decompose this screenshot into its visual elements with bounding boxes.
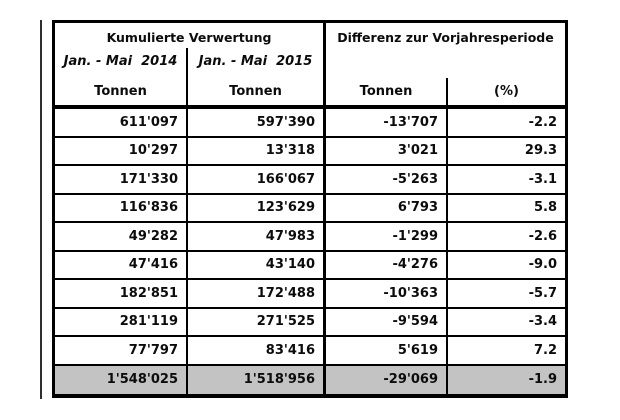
column-header-tonnen-2014: Tonnen [94,83,147,99]
cell-2015-tonnen: 13'318 [188,137,326,164]
cell-2015-tonnen: 43'140 [188,251,326,278]
total-2014-tonnen: 1'548'025 [55,365,188,394]
cell-diff-percent: 29.3 [524,143,557,159]
column-header-tonnen-2015: Tonnen [229,83,282,99]
cell-diff-percent: -3.4 [528,314,557,330]
table-row: 182'851 172'488 -10'363 -5.7 [55,280,565,309]
cell-diff-tonnen: -10'363 [326,280,448,307]
divider-col3-col4 [446,78,448,105]
cell-2014-tonnen: 10'297 [55,137,188,164]
table-row: 171'330 166'067 -5'263 -3.1 [55,166,565,195]
total-diff-percent: -1.9 [448,365,565,394]
divider-col1-col2 [186,48,188,105]
table-body: 611'097 597'390 -13'707 -2.2 10'297 13'3… [55,109,565,394]
cell-diff-tonnen: -13'707 [326,109,448,136]
cell-2014-tonnen: 47'416 [55,251,188,278]
cell-2015-tonnen: 271'525 [188,308,326,335]
cell-2014-tonnen: 49'282 [55,223,188,250]
cell-diff-tonnen: -1'299 [326,223,448,250]
cell-diff-percent: -2.6 [528,228,557,244]
total-2015-tonnen: 1'518'956 [188,365,326,394]
cell-2014-tonnen: 116'836 [55,194,188,221]
cell-diff-tonnen: -4'276 [326,251,448,278]
cell-2015-tonnen: 597'390 [188,109,326,136]
cell-2014-tonnen: 182'851 [55,280,188,307]
period-label-2015: Jan. - Mai 2015 [198,53,313,69]
cell-diff-percent: 7.2 [533,342,557,358]
period-label-2014: Jan. - Mai 2014 [63,53,178,69]
cell-2015-tonnen: 172'488 [188,280,326,307]
total-row: 1'548'025 1'518'956 -29'069 -1.9 [55,365,565,394]
table-row: 47'416 43'140 -4'276 -9.0 [55,251,565,280]
table-row: 49'282 47'983 -1'299 -2.6 [55,223,565,252]
cell-diff-tonnen: 6'793 [326,194,448,221]
cell-2015-tonnen: 166'067 [188,166,326,193]
cell-diff-tonnen: 5'619 [326,337,448,364]
cell-2014-tonnen: 77'797 [55,337,188,364]
divider-middle [323,23,326,105]
group-header-differenz-vorjahresperiode: Differenz zur Vorjahresperiode [337,29,554,45]
table-row: 10'297 13'318 3'021 29.3 [55,137,565,166]
cell-2014-tonnen: 611'097 [55,109,188,136]
table-row: 281'119 271'525 -9'594 -3.4 [55,308,565,337]
total-diff-tonnen: -29'069 [326,365,448,394]
verwertung-table: Kumulierte Verwertung Differenz zur Vorj… [52,20,568,398]
cell-2015-tonnen: 47'983 [188,223,326,250]
left-edge-line [40,20,42,399]
cell-2014-tonnen: 171'330 [55,166,188,193]
cell-diff-percent: -3.1 [528,171,557,187]
group-header-kumulierte-verwertung: Kumulierte Verwertung [106,29,272,45]
table-row: 611'097 597'390 -13'707 -2.2 [55,109,565,138]
column-header-percent: (%) [494,83,519,99]
cell-diff-percent: -5.7 [528,285,557,301]
cell-diff-percent: -9.0 [528,257,557,273]
column-header-tonnen-differenz: Tonnen [359,83,413,99]
cell-2015-tonnen: 123'629 [188,194,326,221]
cell-diff-tonnen: 3'021 [326,137,448,164]
cell-2015-tonnen: 83'416 [188,337,326,364]
table-header: Kumulierte Verwertung Differenz zur Vorj… [55,23,565,109]
cell-2014-tonnen: 281'119 [55,308,188,335]
table-row: 116'836 123'629 6'793 5.8 [55,194,565,223]
table-row: 77'797 83'416 5'619 7.2 [55,337,565,366]
cell-diff-tonnen: -5'263 [326,166,448,193]
cell-diff-percent: 5.8 [533,200,557,216]
cell-diff-tonnen: -9'594 [326,308,448,335]
cell-diff-percent: -2.2 [528,114,557,130]
